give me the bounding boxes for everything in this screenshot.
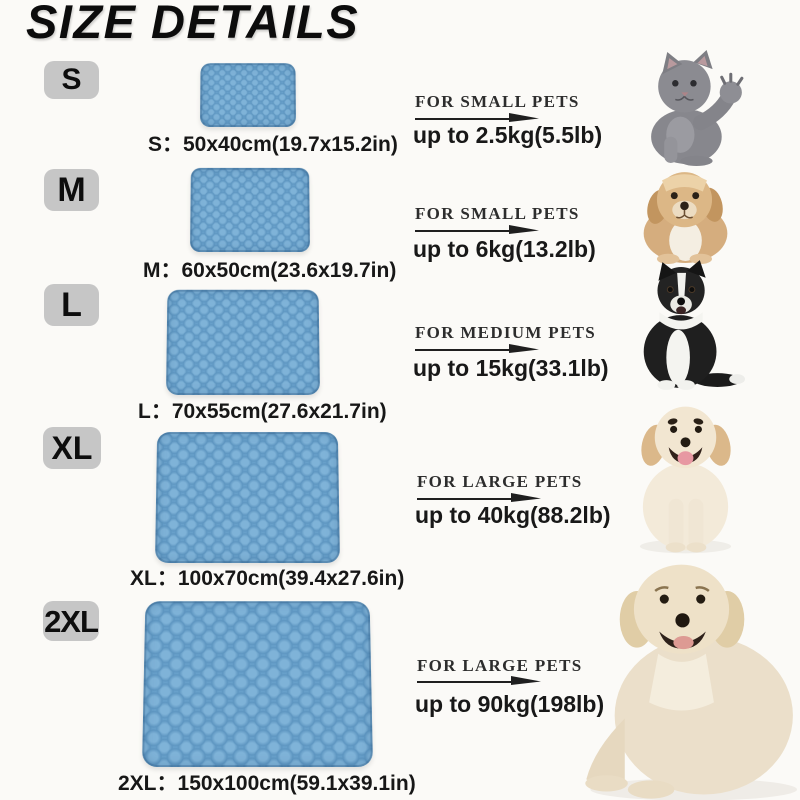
mat-dimensions-xl: XL：100x70cm(39.4x27.6in) bbox=[130, 567, 405, 590]
pet-category-2xl: FOR LARGE PETS bbox=[417, 656, 583, 675]
max-weight-2xl: up to 90kg(198lb) bbox=[415, 691, 605, 717]
size-badge-m: M bbox=[44, 169, 99, 211]
size-badge-label: M bbox=[57, 171, 86, 209]
arrow-right-icon bbox=[415, 342, 539, 354]
arrow-right-icon bbox=[417, 674, 541, 686]
size-badge-label: S bbox=[61, 63, 82, 96]
size-badge-label: L bbox=[61, 286, 82, 324]
border-collie-photo bbox=[627, 258, 745, 392]
size-badge-label: XL bbox=[51, 430, 93, 466]
cooling-mat-m bbox=[190, 167, 310, 252]
pet-category-l: FOR MEDIUM PETS bbox=[415, 323, 596, 342]
arrow-right-icon bbox=[415, 223, 539, 235]
mat-dimensions-l: L：70x55cm(27.6x21.7in) bbox=[138, 400, 387, 423]
max-weight-s: up to 2.5kg(5.5lb) bbox=[413, 122, 603, 148]
size-badge-label: 2XL bbox=[44, 603, 99, 639]
size-badge-s: S bbox=[44, 61, 99, 99]
size-badge-l: L bbox=[44, 284, 99, 326]
max-weight-l: up to 15kg(33.1lb) bbox=[413, 355, 609, 381]
page-title: SIZE DETAILS bbox=[26, 0, 360, 48]
size-badge-2xl: 2XL bbox=[43, 601, 99, 641]
tan-puppy-photo bbox=[631, 164, 739, 264]
cooling-mat-l bbox=[166, 289, 320, 395]
cooling-mat-xl bbox=[155, 432, 340, 563]
pet-category-xl: FOR LARGE PETS bbox=[417, 472, 583, 491]
golden-retriever-photo bbox=[562, 548, 800, 800]
gray-kitten-photo bbox=[633, 50, 761, 166]
pet-category-s: FOR SMALL PETS bbox=[415, 92, 580, 111]
max-weight-xl: up to 40kg(88.2lb) bbox=[415, 502, 611, 528]
size-badge-xl: XL bbox=[43, 427, 101, 469]
pet-category-m: FOR SMALL PETS bbox=[415, 204, 580, 223]
cooling-mat-2xl bbox=[142, 601, 373, 767]
cooling-mat-s bbox=[200, 63, 296, 127]
arrow-right-icon bbox=[417, 491, 541, 503]
mat-dimensions-2xl: 2XL：150x100cm(59.1x39.1in) bbox=[118, 772, 416, 795]
arrow-right-icon bbox=[415, 111, 539, 123]
labrador-puppy-photo bbox=[629, 396, 743, 556]
mat-dimensions-s: S：50x40cm(19.7x15.2in) bbox=[148, 133, 398, 156]
mat-dimensions-m: M：60x50cm(23.6x19.7in) bbox=[143, 259, 397, 282]
max-weight-m: up to 6kg(13.2lb) bbox=[413, 236, 596, 262]
